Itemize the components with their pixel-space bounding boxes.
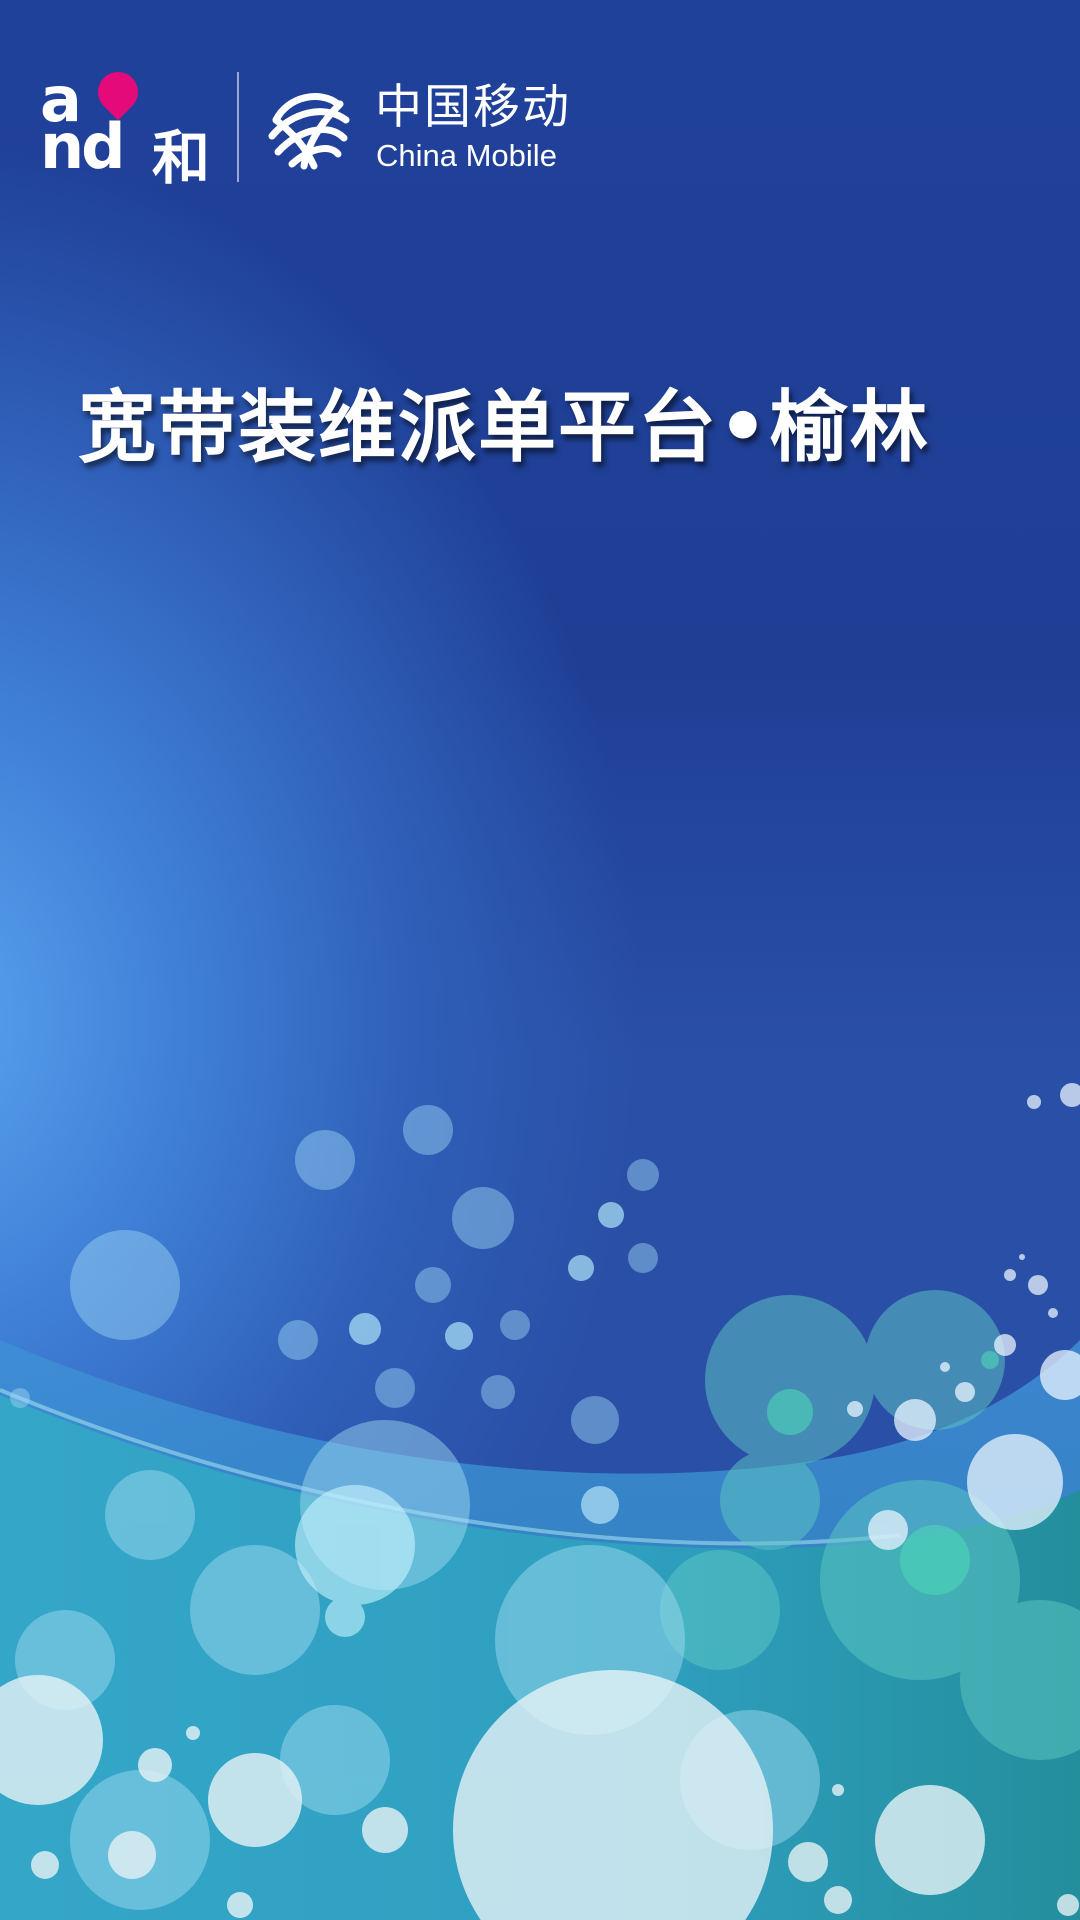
and-logo-text-line2: nd <box>40 110 126 183</box>
and-brand-logo: a nd 和 <box>40 63 220 192</box>
page-title: 宽带装维派单平台•榆林 <box>78 383 930 473</box>
and-logo-chinese: 和 <box>152 124 211 192</box>
carrier-name-chinese: 中国移动 <box>375 80 571 135</box>
carrier-name-english: China Mobile <box>376 138 557 173</box>
and-logo-text-line1: a <box>40 63 82 136</box>
china-mobile-logo-icon <box>268 93 350 170</box>
logo-divider <box>237 72 239 182</box>
